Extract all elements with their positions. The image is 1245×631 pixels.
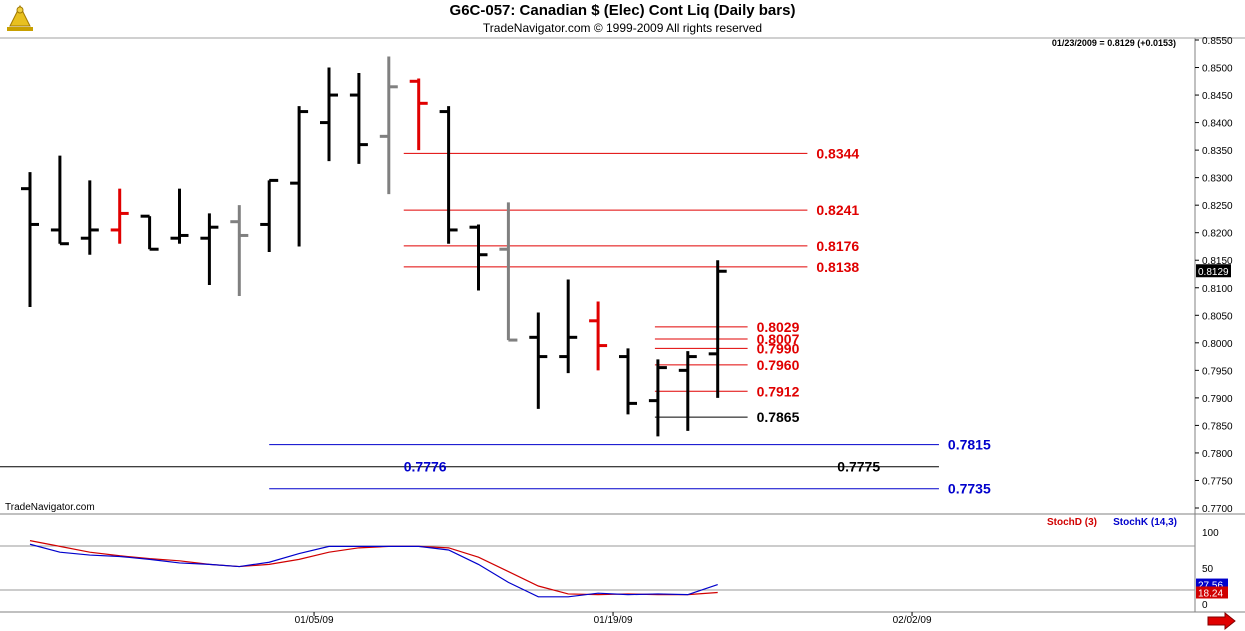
level-label: 0.7865: [757, 409, 800, 425]
y-tick-label: 0.7700: [1202, 504, 1233, 515]
indicator-last-label: 18.24: [1198, 588, 1223, 599]
ohlc-bar: [260, 178, 279, 252]
y-tick-label: 0.8400: [1202, 119, 1233, 130]
stochk-line: [29, 543, 718, 598]
ohlc-bar: [21, 172, 39, 308]
level-label: 0.7775: [837, 459, 880, 475]
level-label: 0.7815: [948, 437, 991, 453]
ohlc-bar: [200, 213, 219, 286]
last-price-label: 0.8129: [1198, 267, 1229, 278]
y-tick-label: 0.8250: [1202, 201, 1233, 212]
x-tick-label: 01/19/09: [594, 615, 633, 626]
y-tick-label: 0.7950: [1202, 366, 1233, 377]
y-tick-label: 0.8300: [1202, 174, 1233, 185]
ohlc-bar: [170, 188, 189, 244]
ohlc-bar: [469, 224, 488, 291]
indicator-last-box: [1196, 586, 1228, 599]
indicator-tick-label: 50: [1202, 564, 1214, 575]
level-label: 0.8029: [757, 319, 800, 335]
y-tick-label: 0.7850: [1202, 421, 1233, 432]
level-label: 0.7990: [757, 340, 800, 356]
scroll-right-arrow-icon[interactable]: [1207, 611, 1236, 631]
ohlc-bar: [349, 73, 368, 164]
chart-subtitle: TradeNavigator.com © 1999-2009 All right…: [482, 21, 763, 35]
ohlc-bar: [648, 359, 667, 437]
indicator-tick-label: 0: [1202, 600, 1208, 611]
x-tick-label: 02/02/09: [893, 615, 932, 626]
y-tick-label: 0.7900: [1202, 394, 1233, 405]
ohlc-bar: [708, 260, 727, 398]
level-label: 0.7912: [757, 383, 800, 399]
y-tick-label: 0.8500: [1202, 64, 1233, 75]
y-tick-label: 0.8350: [1202, 146, 1233, 157]
ohlc-bar: [678, 351, 697, 431]
ohlc-bar: [379, 56, 398, 195]
ohlc-bar: [50, 155, 69, 246]
y-tick-label: 0.8150: [1202, 256, 1233, 267]
ohlc-bar: [409, 78, 428, 151]
ohlc-bar: [589, 301, 608, 371]
last-price-box: [1196, 264, 1231, 278]
last-quote-readout: 01/23/2009 = 0.8129 (+0.0153): [1052, 38, 1176, 48]
level-label: 0.8176: [816, 238, 859, 254]
level-label: 0.7776: [404, 459, 447, 475]
level-label: 0.8007: [757, 331, 800, 347]
indicator-tick-label: 100: [1202, 528, 1219, 539]
level-label: 0.7735: [948, 481, 991, 497]
ohlc-bar: [290, 106, 309, 247]
brand-logo-icon: [7, 4, 33, 31]
y-tick-label: 0.7750: [1202, 476, 1233, 487]
ohlc-bar: [140, 214, 159, 251]
ohlc-bar: [320, 67, 338, 162]
level-label: 0.8138: [816, 259, 859, 275]
indicator-last-label: 27.56: [1198, 581, 1223, 592]
y-tick-label: 0.7800: [1202, 449, 1233, 460]
level-label: 0.8344: [816, 145, 859, 161]
ohlc-bar: [559, 279, 578, 374]
ohlc-bar: [439, 106, 458, 244]
watermark: TradeNavigator.com: [5, 502, 95, 513]
ohlc-bar: [529, 312, 548, 409]
legend-stochd: StochD (3): [1047, 517, 1097, 528]
y-tick-label: 0.8050: [1202, 311, 1233, 322]
stochd-line: [29, 540, 718, 596]
ohlc-bar: [230, 205, 249, 297]
ohlc-bar: [499, 202, 518, 342]
level-label: 0.8241: [816, 202, 859, 218]
level-label: 0.7960: [757, 357, 800, 373]
ohlc-bar: [110, 188, 129, 244]
y-tick-label: 0.8450: [1202, 91, 1233, 102]
legend-stochk: StochK (14,3): [1113, 517, 1177, 528]
y-tick-label: 0.8000: [1202, 339, 1233, 350]
ohlc-bar: [80, 180, 99, 255]
y-tick-label: 0.8100: [1202, 284, 1233, 295]
x-tick-label: 01/05/09: [295, 615, 334, 626]
chart-title: G6C-057: Canadian $ (Elec) Cont Liq (Dai…: [449, 2, 796, 19]
y-tick-label: 0.8550: [1202, 36, 1233, 47]
ohlc-bar: [619, 348, 637, 415]
y-tick-label: 0.8200: [1202, 229, 1233, 240]
